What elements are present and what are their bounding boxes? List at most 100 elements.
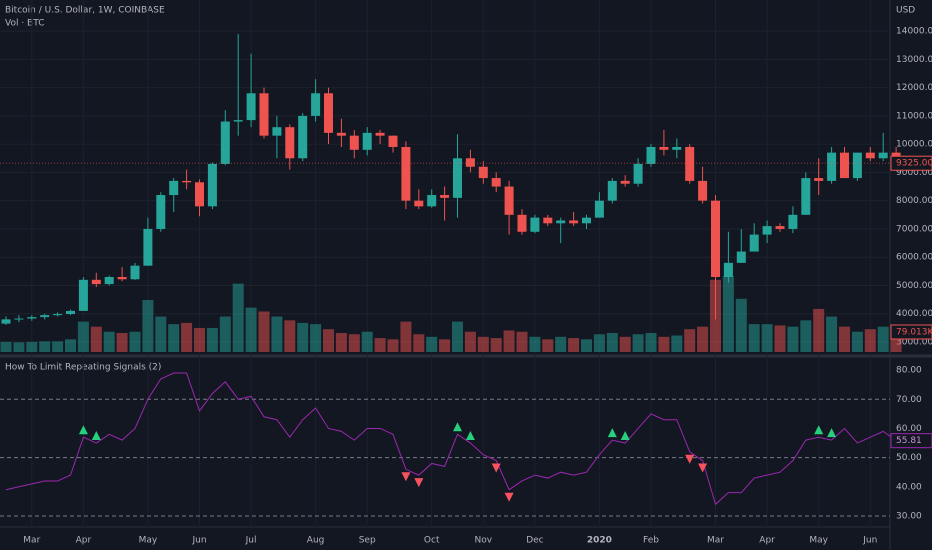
y-tick-label: 30.00 (896, 511, 922, 521)
x-tick-label: Oct (424, 536, 440, 546)
volume-bar (619, 336, 631, 352)
volume-bar (503, 330, 515, 352)
candle-body (569, 220, 579, 224)
volume-label: 79.013K (896, 327, 932, 337)
candle-body (27, 317, 37, 319)
volume-bar (284, 320, 296, 352)
candle-body (130, 265, 140, 280)
buy-signal (465, 431, 475, 441)
volume-bar (387, 339, 399, 352)
volume-bar (52, 341, 64, 352)
buy-signal (620, 431, 630, 441)
rsi-label: 55.81 (896, 436, 922, 446)
currency-label: USD (896, 6, 915, 16)
candle-body (143, 228, 153, 266)
candle-body (633, 163, 643, 184)
sell-signal (491, 463, 501, 473)
x-tick-label: May (809, 536, 828, 546)
volume-bar (116, 333, 128, 352)
y-tick-label: 60.00 (896, 424, 922, 434)
candle-body (285, 127, 295, 159)
volume-bar (464, 331, 476, 352)
y-tick-label: 12000.00 (896, 83, 932, 93)
y-tick-label: 3000.00 (896, 337, 932, 347)
candle-body (530, 217, 540, 232)
candle-body (852, 152, 862, 179)
volume-bar (310, 324, 322, 352)
y-tick-label: 6000.00 (896, 253, 932, 263)
buy-signal (453, 422, 462, 432)
x-tick-label: Mar (707, 536, 724, 546)
volume-bar (568, 338, 580, 352)
volume-bar (529, 336, 541, 352)
y-tick-label: 80.00 (896, 366, 922, 376)
candle-body (504, 186, 514, 215)
candle-body (272, 127, 282, 136)
buy-signal (91, 431, 101, 441)
volume-bar (864, 329, 876, 352)
candle-body (195, 182, 204, 207)
volume-bar (181, 322, 193, 352)
candle-body (685, 146, 695, 181)
volume-bar (839, 326, 850, 352)
candle-body (620, 180, 630, 184)
price-label-box (890, 155, 932, 171)
volume-bar (452, 321, 463, 352)
candle-body (104, 276, 114, 285)
candle-body (388, 135, 398, 147)
x-tick-label: Apr (76, 536, 92, 546)
x-tick-label: Jun (191, 536, 206, 546)
volume-bar (581, 339, 592, 352)
x-tick-label: Jul (245, 536, 257, 546)
candle-body (801, 178, 811, 215)
candle-body (788, 214, 798, 229)
candle-body (220, 121, 230, 164)
buy-signal (814, 425, 824, 435)
volume-bar (774, 325, 786, 352)
volume-label-box (890, 324, 932, 340)
volume-bar (787, 326, 799, 352)
x-tick-label: Dec (526, 536, 543, 546)
y-tick-label: 9000.00 (896, 168, 932, 178)
volume-bar (142, 300, 154, 352)
volume-bar (232, 283, 244, 352)
x-tick-label: Jun (862, 536, 877, 546)
candle-body (582, 217, 591, 224)
volume-bar (65, 339, 76, 352)
volume-bar (813, 308, 825, 352)
candle-body (646, 146, 656, 164)
sell-signal (698, 463, 708, 473)
volume-bar (335, 333, 347, 352)
y-tick-label: 11000.00 (896, 111, 932, 121)
candle-body (66, 310, 75, 315)
volume-bar (26, 341, 38, 352)
volume-bar (90, 326, 102, 352)
candle-body (659, 146, 669, 150)
candle-body (169, 180, 179, 196)
volume-bar (374, 338, 386, 352)
volume-bar (129, 331, 141, 352)
candle-body (298, 115, 308, 159)
candle-body (594, 200, 604, 218)
volume-bar (516, 331, 528, 352)
y-tick-label: 7000.00 (896, 224, 932, 234)
candle-body (117, 276, 127, 280)
volume-bar (13, 342, 25, 352)
y-tick-label: 8000.00 (896, 196, 932, 206)
candle-body (723, 262, 733, 277)
volume-bar (245, 307, 257, 352)
candle-body (672, 146, 682, 150)
x-tick-label: Sep (359, 536, 376, 546)
candle-body (865, 152, 875, 159)
volume-bar (77, 321, 89, 352)
sell-signal (504, 492, 514, 502)
candle-body (14, 318, 24, 320)
volume-bar (413, 334, 425, 352)
x-tick-label: 2020 (587, 536, 612, 546)
sell-signal (685, 454, 695, 464)
volume-bar (168, 324, 180, 352)
volume-bar (632, 334, 644, 352)
volume-bar (219, 316, 231, 352)
